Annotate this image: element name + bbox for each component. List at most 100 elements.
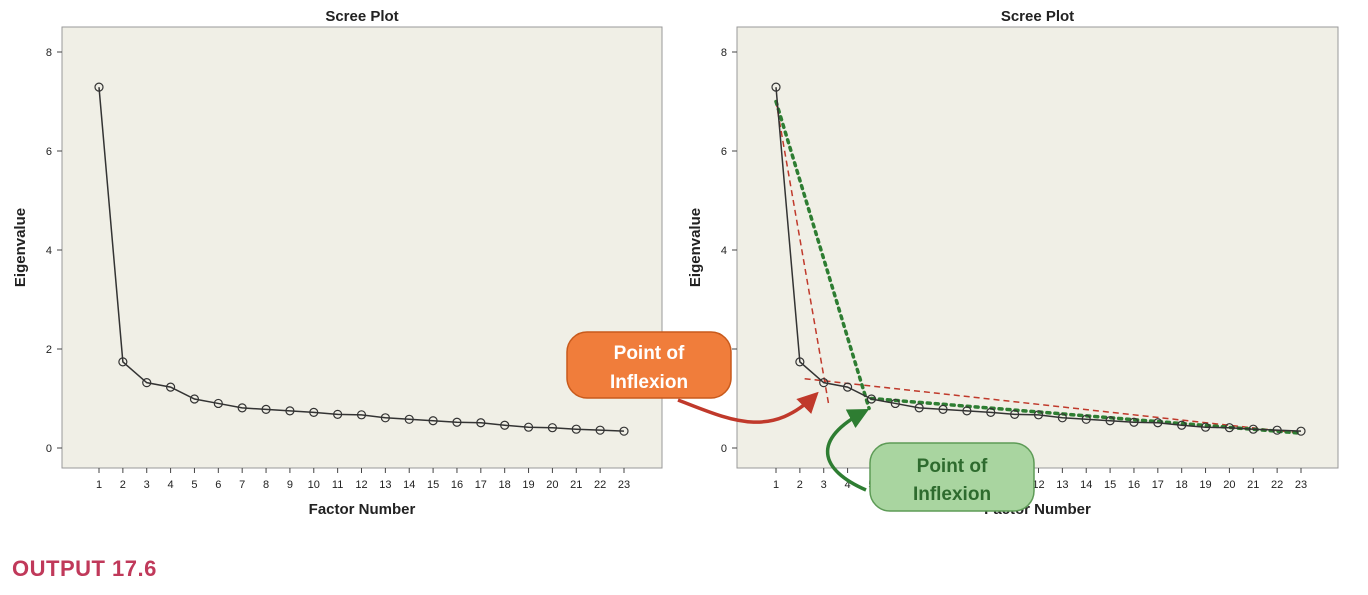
- y-tick-label: 6: [721, 146, 727, 158]
- callout-arrow-green: [825, 409, 870, 492]
- x-tick-label: 7: [239, 479, 245, 491]
- x-tick-label: 13: [1056, 479, 1068, 491]
- data-point: [380, 413, 390, 423]
- y-axis-label: Eigenvalue: [687, 208, 704, 287]
- callout-box-green: [869, 442, 1035, 512]
- data-point: [476, 418, 486, 428]
- data-point: [1057, 413, 1067, 423]
- data-point: [595, 425, 605, 435]
- x-tick-label: 16: [1128, 479, 1140, 491]
- plot-area: [736, 26, 1339, 469]
- guide-line-1: [775, 101, 830, 404]
- data-point: [914, 403, 924, 413]
- x-tick-label: 20: [1223, 479, 1235, 491]
- y-tick-label: 0: [46, 443, 52, 455]
- x-tick-label: 2: [120, 479, 126, 491]
- y-tick-label: 8: [46, 47, 52, 59]
- y-tick-label: 0: [721, 443, 727, 455]
- y-tick-label: 4: [721, 245, 727, 257]
- guide-line-3: [774, 99, 871, 411]
- callout-text-line-2: Inflexion: [913, 484, 991, 505]
- data-point: [1105, 416, 1115, 426]
- x-tick-label: 6: [215, 479, 221, 491]
- x-tick-label: 22: [594, 479, 606, 491]
- data-point: [619, 426, 629, 436]
- data-point: [452, 417, 462, 427]
- x-tick-label: 17: [475, 479, 487, 491]
- callout-box-orange: [566, 331, 732, 399]
- data-point: [189, 394, 200, 404]
- data-point: [94, 82, 104, 92]
- data-point: [771, 82, 781, 92]
- data-point: [237, 403, 247, 413]
- data-point: [1272, 425, 1282, 435]
- y-axis-label: Eigenvalue: [12, 208, 29, 287]
- x-tick-label: 11: [332, 479, 343, 491]
- y-tick-label: 4: [46, 245, 52, 257]
- data-point: [890, 398, 900, 409]
- x-tick-label: 4: [845, 479, 851, 491]
- eigenvalue-line: [98, 87, 625, 432]
- x-tick-label: 21: [570, 479, 582, 491]
- scree-plot-right: Scree Plot024681234567891011121314151617…: [687, 8, 1339, 518]
- data-point: [795, 357, 805, 367]
- x-tick-label: 14: [403, 479, 415, 491]
- callout-text-line-2: Inflexion: [610, 372, 688, 393]
- data-point: [1177, 420, 1187, 430]
- x-tick-label: 19: [522, 479, 534, 491]
- data-point: [1081, 414, 1091, 424]
- x-tick-label: 9: [287, 479, 293, 491]
- data-point: [1200, 422, 1211, 432]
- x-tick-label: 20: [546, 479, 558, 491]
- data-point: [333, 409, 343, 419]
- data-point: [1248, 424, 1258, 434]
- data-point: [285, 406, 295, 416]
- x-tick-label: 1: [96, 479, 102, 491]
- data-point: [118, 357, 128, 367]
- x-tick-label: 2: [797, 479, 803, 491]
- x-tick-label: 22: [1271, 479, 1283, 491]
- data-point: [404, 414, 414, 424]
- data-point: [1224, 423, 1235, 433]
- inflexion-callouts: Point of Inflexion Point of Inflexion: [566, 331, 1035, 512]
- data-point: [842, 382, 853, 392]
- data-point: [819, 378, 829, 388]
- data-point: [142, 378, 152, 388]
- y-tick-label: 8: [721, 47, 727, 59]
- x-tick-label: 14: [1080, 479, 1092, 491]
- x-tick-label: 8: [263, 479, 269, 491]
- x-tick-label: 3: [144, 479, 150, 491]
- x-tick-label: 19: [1199, 479, 1211, 491]
- data-point: [1153, 418, 1163, 428]
- x-tick-label: 12: [1032, 479, 1044, 491]
- x-tick-label: 15: [1104, 479, 1116, 491]
- chart-title: Scree Plot: [325, 8, 398, 25]
- data-point: [309, 407, 319, 417]
- data-point: [1033, 410, 1044, 420]
- data-point: [571, 424, 581, 434]
- data-point: [1010, 409, 1020, 419]
- x-tick-label: 16: [451, 479, 463, 491]
- x-axis-label: Factor Number: [309, 501, 416, 518]
- plot-area: [61, 26, 663, 469]
- x-tick-label: 4: [168, 479, 174, 491]
- data-point: [523, 422, 534, 432]
- data-point: [962, 406, 972, 416]
- callout-text-line-1: Point of: [614, 343, 685, 364]
- data-point: [165, 382, 176, 392]
- x-tick-label: 1: [773, 479, 779, 491]
- x-tick-label: 12: [355, 479, 367, 491]
- data-point: [428, 416, 438, 426]
- x-tick-label: 3: [821, 479, 827, 491]
- x-tick-label: 18: [499, 479, 511, 491]
- y-tick-label: 6: [46, 146, 52, 158]
- chart-title: Scree Plot: [1001, 8, 1074, 25]
- data-point: [356, 410, 367, 420]
- data-point: [986, 407, 996, 417]
- x-tick-label: 5: [191, 479, 197, 491]
- x-tick-label: 18: [1176, 479, 1188, 491]
- data-point: [866, 394, 877, 404]
- data-point: [500, 420, 510, 430]
- eigenvalue-line: [775, 87, 1302, 432]
- x-tick-label: 13: [379, 479, 391, 491]
